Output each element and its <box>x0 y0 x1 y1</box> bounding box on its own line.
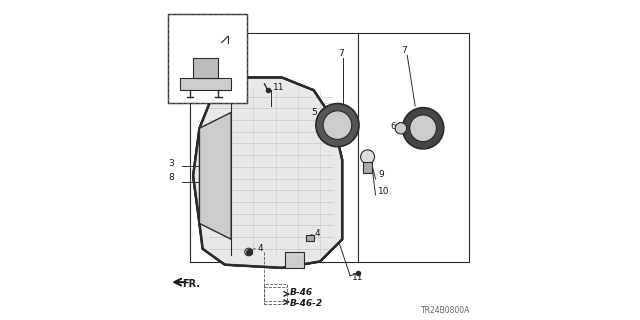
Polygon shape <box>193 77 342 268</box>
Bar <box>285 252 304 268</box>
Text: 4: 4 <box>257 244 263 253</box>
Circle shape <box>360 150 374 164</box>
Polygon shape <box>200 112 231 239</box>
Bar <box>168 14 247 103</box>
Text: TR24B0800A: TR24B0800A <box>421 306 470 315</box>
Text: 3: 3 <box>168 159 174 168</box>
Bar <box>193 59 218 77</box>
Text: B-46-2: B-46-2 <box>290 299 323 308</box>
Text: 1: 1 <box>168 51 174 60</box>
Text: 7: 7 <box>338 49 344 58</box>
Text: 4: 4 <box>315 229 321 238</box>
Bar <box>180 77 231 90</box>
Bar <box>168 14 247 103</box>
Circle shape <box>410 115 436 142</box>
Text: 5: 5 <box>311 108 317 117</box>
Text: FR.: FR. <box>182 279 200 289</box>
Text: 2: 2 <box>168 65 173 74</box>
Bar <box>264 284 287 304</box>
Text: 11: 11 <box>273 83 285 92</box>
Circle shape <box>403 108 444 149</box>
Circle shape <box>395 123 406 134</box>
Circle shape <box>323 111 352 140</box>
Text: 8: 8 <box>168 173 174 182</box>
Text: 7: 7 <box>401 46 407 55</box>
Text: B-46: B-46 <box>290 288 313 297</box>
Text: 9: 9 <box>378 171 384 180</box>
Text: 11: 11 <box>352 273 364 282</box>
Bar <box>306 235 314 241</box>
Text: 6: 6 <box>390 122 396 131</box>
Circle shape <box>316 104 359 147</box>
Text: 10: 10 <box>378 187 390 196</box>
Bar <box>363 162 372 173</box>
